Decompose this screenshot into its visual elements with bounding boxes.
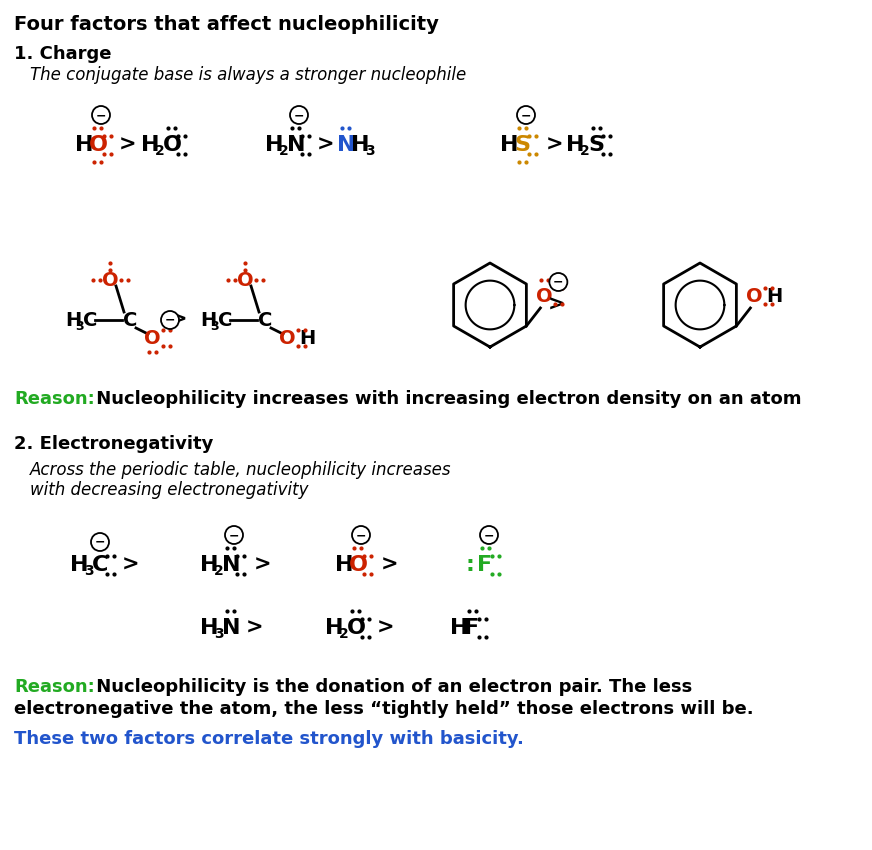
Text: with decreasing electronegativity: with decreasing electronegativity [30,481,309,499]
Text: H: H [766,286,783,305]
Text: F: F [464,618,479,638]
Text: H: H [299,328,316,348]
Text: H: H [351,135,370,155]
Text: O: O [163,135,182,155]
Text: >: > [546,135,563,155]
Text: 2: 2 [155,144,165,158]
Circle shape [480,526,498,544]
Circle shape [290,106,308,124]
Text: H: H [141,135,160,155]
Text: C: C [123,310,137,330]
Text: N: N [337,135,356,155]
Text: 2: 2 [580,144,589,158]
Text: >: > [317,135,335,155]
Text: C: C [92,555,108,575]
Text: H: H [65,310,81,330]
Text: O: O [144,328,160,348]
Text: −: − [96,109,106,122]
Text: H: H [265,135,283,155]
Text: −: − [553,276,563,289]
Text: 2: 2 [339,627,349,641]
Text: −: − [294,109,304,122]
Text: H: H [500,135,519,155]
Text: H: H [200,555,219,575]
Circle shape [225,526,243,544]
Text: C: C [218,310,232,330]
Circle shape [352,526,370,544]
Circle shape [92,106,110,124]
Text: O: O [347,618,366,638]
Circle shape [517,106,535,124]
Text: Nucleophilicity is the donation of an electron pair. The less: Nucleophilicity is the donation of an el… [90,678,692,696]
Text: S: S [514,135,530,155]
Text: H: H [200,618,219,638]
Text: >: > [246,618,263,638]
Text: O: O [102,270,119,290]
Text: 1. Charge: 1. Charge [14,45,112,63]
Text: O: O [746,286,763,305]
Text: C: C [258,310,272,330]
Text: 2: 2 [214,564,224,578]
Text: O: O [89,135,108,155]
Text: 2: 2 [279,144,289,158]
Circle shape [549,273,568,291]
Text: O: O [279,328,296,348]
Text: electronegative the atom, the less “tightly held” those electrons will be.: electronegative the atom, the less “tigh… [14,700,753,718]
Text: −: − [356,529,366,542]
Text: >: > [381,555,399,575]
Text: −: − [165,314,175,327]
Text: H: H [335,555,353,575]
Text: F: F [477,555,492,575]
Text: −: − [228,529,239,542]
Text: −: − [521,109,531,122]
Text: H: H [70,555,88,575]
Text: Nucleophilicity increases with increasing electron density on an atom: Nucleophilicity increases with increasin… [90,390,801,408]
Text: H: H [566,135,584,155]
Text: O: O [349,555,368,575]
Circle shape [161,311,179,329]
Text: >: > [377,618,394,638]
Text: Across the periodic table, nucleophilicity increases: Across the periodic table, nucleophilici… [30,461,452,479]
Text: Reason:: Reason: [14,390,95,408]
Circle shape [91,533,109,551]
Text: C: C [83,310,98,330]
Text: 3: 3 [84,564,93,578]
Text: :: : [465,555,473,575]
Text: −: − [484,529,494,542]
Text: These two factors correlate strongly with basicity.: These two factors correlate strongly wit… [14,730,524,748]
Text: N: N [287,135,305,155]
Text: O: O [236,270,253,290]
Text: 3: 3 [210,320,219,332]
Text: Four factors that affect nucleophilicity: Four factors that affect nucleophilicity [14,15,439,34]
Text: 2. Electronegativity: 2. Electronegativity [14,435,214,453]
Text: >: > [170,310,187,330]
Text: H: H [200,310,216,330]
Text: Reason:: Reason: [14,678,95,696]
Text: >: > [254,555,271,575]
Text: −: − [95,536,106,549]
Text: H: H [450,618,468,638]
Text: H: H [75,135,93,155]
Text: O: O [536,286,553,305]
Text: N: N [222,618,241,638]
Text: >: > [122,555,140,575]
Text: The conjugate base is always a stronger nucleophile: The conjugate base is always a stronger … [30,66,467,84]
Text: H: H [325,618,344,638]
Text: 3: 3 [75,320,84,332]
Text: >: > [548,295,566,315]
Text: N: N [222,555,241,575]
Text: S: S [588,135,604,155]
Text: 3: 3 [214,627,223,641]
Text: >: > [119,135,137,155]
Text: 3: 3 [365,144,375,158]
